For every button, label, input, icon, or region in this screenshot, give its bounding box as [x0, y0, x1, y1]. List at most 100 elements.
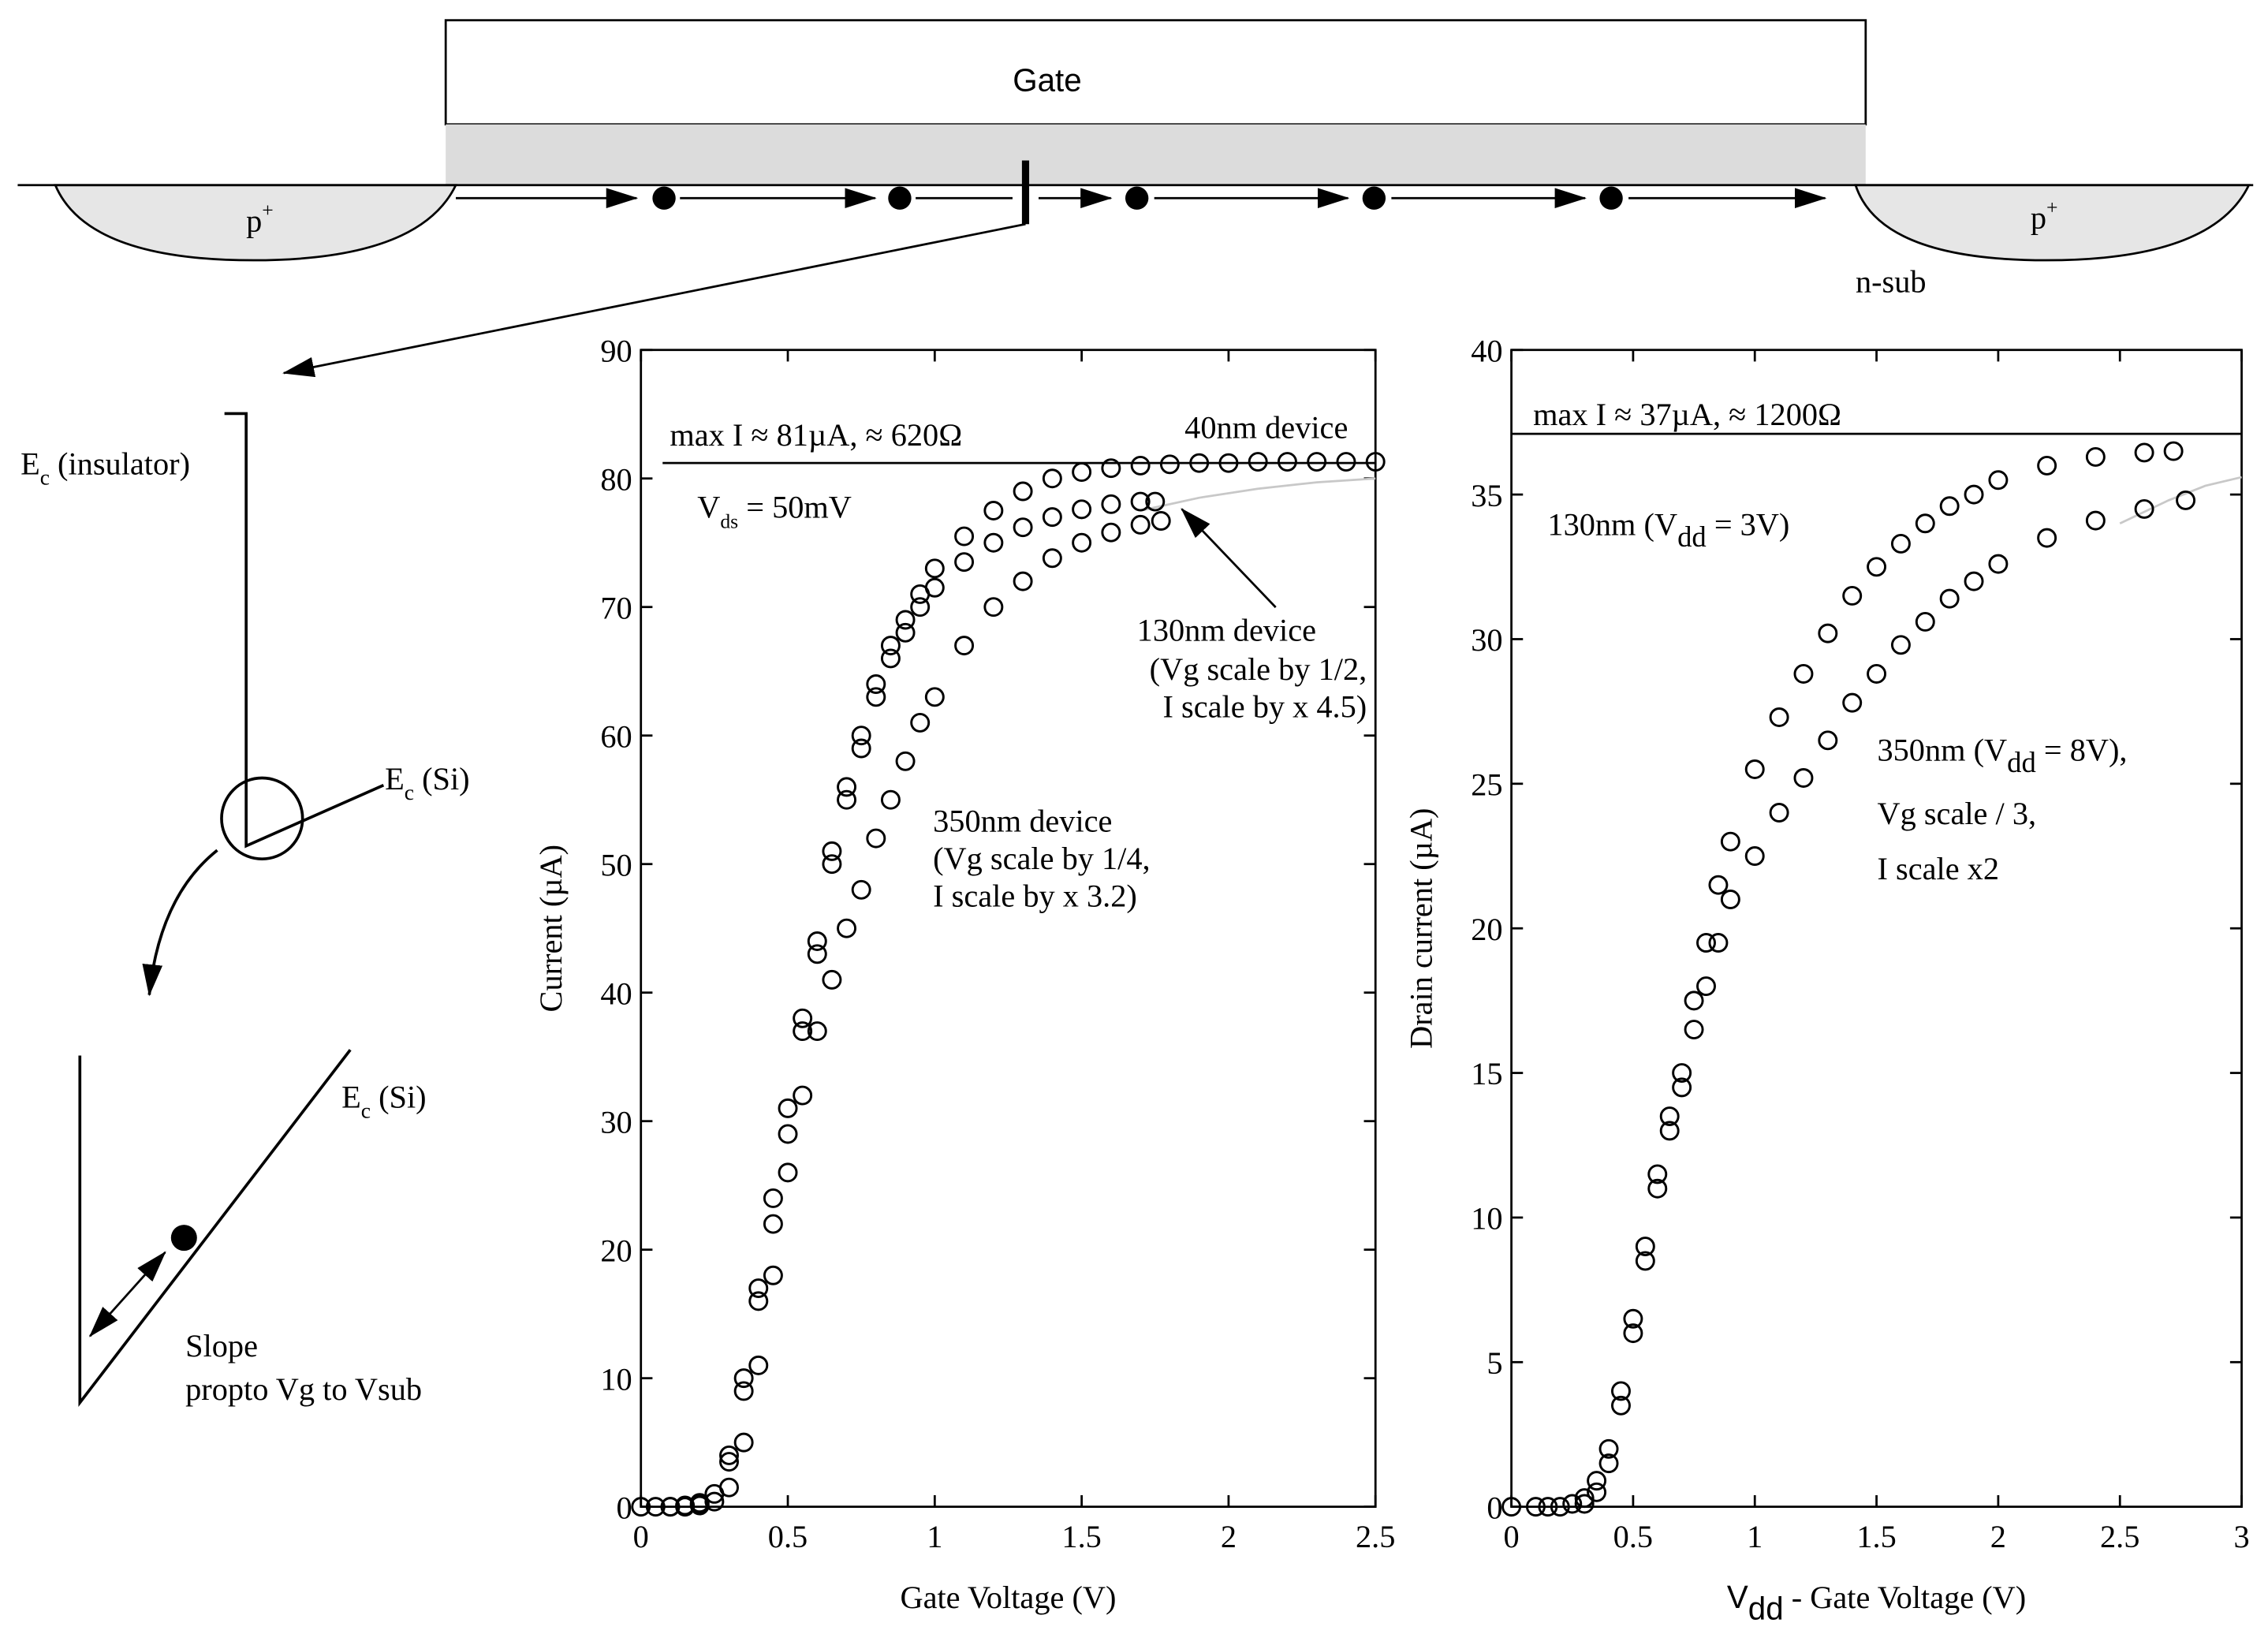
data-point: [1130, 514, 1151, 535]
data-point: [851, 726, 871, 746]
y-tick-label: 15: [1471, 1056, 1502, 1091]
data-point: [733, 1368, 754, 1389]
data-point: [1145, 491, 1166, 512]
label-part: V: [697, 489, 720, 524]
data-point: [1635, 1251, 1655, 1271]
data-point: [1708, 933, 1729, 953]
annotation: I scale x2: [1877, 851, 1999, 886]
y-axis-label: Current (µA): [533, 845, 569, 1012]
annotation: max I ≈ 37µA, ≈ 1200Ω: [1533, 397, 1841, 432]
data-point: [1042, 468, 1062, 489]
data-point: [675, 1497, 696, 1517]
y-tick-label: 20: [600, 1233, 632, 1268]
data-point: [1793, 664, 1814, 684]
data-point: [2134, 498, 2154, 519]
label-part: c: [405, 780, 414, 804]
data-point: [1818, 730, 1838, 751]
data-point: [851, 738, 871, 759]
x-tick-label: 2.5: [2100, 1519, 2139, 1554]
data-point: [778, 1124, 798, 1144]
data-point: [748, 1278, 769, 1299]
annotation: Vds = 50mV: [697, 489, 852, 532]
y-tick-label: 40: [1471, 333, 1502, 368]
data-point: [1659, 1106, 1680, 1127]
y-tick-label: 20: [1471, 912, 1502, 947]
data-point: [1072, 462, 1092, 483]
label-part: dd: [1677, 520, 1707, 553]
data-point: [924, 558, 945, 579]
data-point: [837, 777, 857, 797]
data-point: [983, 532, 1004, 553]
oxide: [446, 124, 1866, 185]
data-point: [793, 1008, 813, 1028]
x-axis-label: Vdd - Gate Voltage (V): [1727, 1579, 2026, 1627]
data-point: [1818, 623, 1838, 644]
label-part: p: [2031, 200, 2046, 236]
data-point: [910, 597, 931, 617]
data-point: [1867, 664, 1887, 684]
data-point: [822, 969, 842, 990]
data-point: [1623, 1323, 1643, 1344]
y-tick-label: 10: [600, 1361, 632, 1397]
data-point: [1574, 1488, 1595, 1509]
ec-si: Ec (Si): [385, 761, 469, 804]
data-point: [866, 674, 886, 694]
x-tick-label: 0: [633, 1519, 649, 1554]
data-point: [1720, 831, 1740, 852]
data-point: [1042, 548, 1062, 569]
drain-well: [1854, 184, 2251, 262]
data-point: [1550, 1497, 1570, 1517]
data-point: [2176, 490, 2196, 510]
data-point: [1277, 452, 1297, 472]
annotation-arrow: [1181, 508, 1277, 609]
data-point: [1151, 511, 1171, 531]
data-point: [689, 1495, 710, 1516]
data-point: [1072, 499, 1092, 520]
carrier-arrows: [456, 186, 1827, 210]
label-part: p: [246, 203, 262, 238]
tunnel-arrow: [88, 1251, 166, 1337]
annotation: max I ≈ 81µA, ≈ 620Ω: [670, 417, 962, 453]
data-point: [1769, 803, 1789, 823]
label-part: (Si): [414, 761, 470, 796]
zoom-circle: [220, 776, 304, 861]
data-point: [1915, 513, 1935, 534]
label-part: = 3V): [1707, 506, 1790, 542]
label-part: E: [21, 446, 40, 481]
label-part: 130nm (V: [1547, 506, 1677, 542]
data-point: [954, 552, 975, 573]
annotation: I scale by x 4.5): [1163, 688, 1367, 724]
data-point: [837, 789, 857, 810]
data-point: [1890, 635, 1911, 655]
data-point: [1562, 1494, 1583, 1514]
data-point: [1307, 452, 1327, 472]
data-point: [1013, 571, 1033, 591]
electron: [170, 1225, 197, 1252]
x-tick-label: 0.5: [768, 1519, 808, 1554]
data-point: [1525, 1497, 1546, 1517]
label-part: - Gate Voltage (V): [1784, 1580, 2027, 1615]
band-edge-zoom: [78, 1049, 352, 1408]
data-point: [733, 1381, 754, 1401]
data-point: [719, 1445, 739, 1465]
annotation: 130nm (Vdd = 3V): [1547, 506, 1789, 553]
data-point: [1842, 585, 1863, 606]
y-axis-label: Drain current (µA): [1404, 808, 1439, 1048]
y-tick-label: 70: [600, 590, 632, 625]
annotation: 350nm device: [933, 803, 1112, 838]
data-point: [793, 1085, 813, 1106]
data-point: [1867, 557, 1887, 577]
label-part: V: [1727, 1579, 1748, 1615]
data-point: [1013, 481, 1033, 502]
data-point: [1684, 990, 1704, 1011]
data-point: [1793, 768, 1814, 788]
data-point: [895, 751, 916, 771]
annotation: I scale by x 3.2): [933, 879, 1137, 914]
data-point: [2085, 510, 2106, 531]
data-point: [822, 854, 842, 875]
data-point: [2037, 528, 2057, 548]
x-tick-label: 2: [1221, 1519, 1237, 1554]
data-point: [1696, 933, 1716, 953]
label-part: = 50mV: [738, 489, 852, 524]
data-point: [895, 610, 916, 630]
